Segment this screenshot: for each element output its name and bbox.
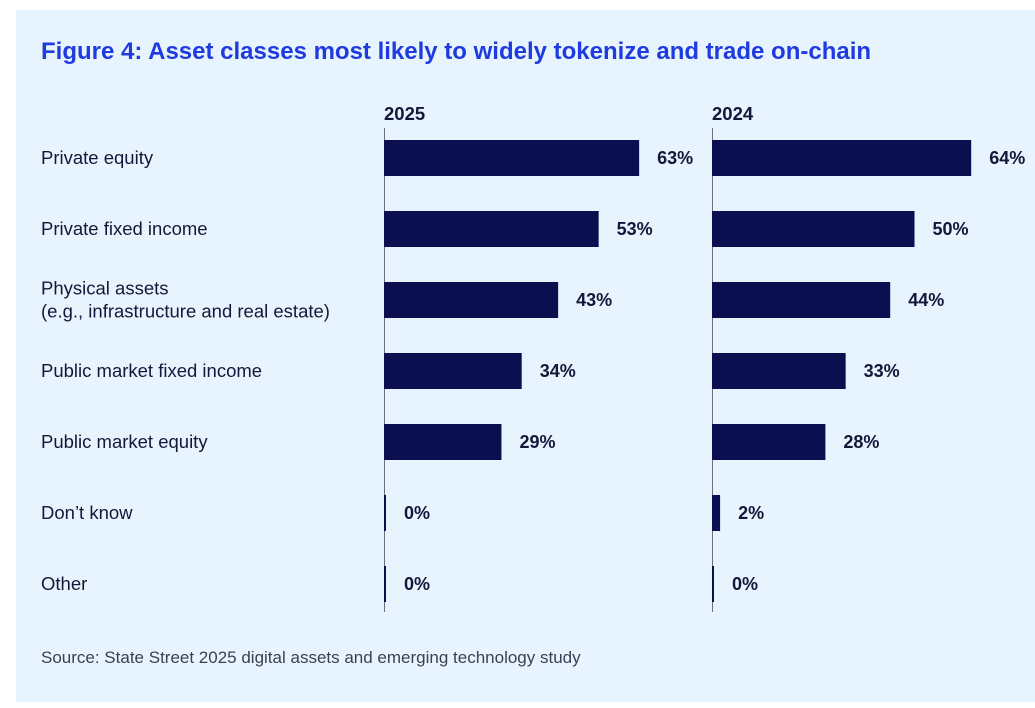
bar-2025 [384,424,502,460]
category-label: Private fixed income [41,218,208,239]
data-label: 44% [908,290,944,310]
data-label: 63% [657,148,693,168]
data-label: 34% [540,361,576,381]
bar-2024 [712,495,721,531]
bar-2024 [712,566,714,602]
data-label: 29% [519,432,555,452]
data-label: 2% [738,503,764,523]
category-label: Private equity [41,147,154,168]
source-note: Source: State Street 2025 digital assets… [41,648,581,667]
category-label: Don’t know [41,502,133,523]
bar-2025 [384,211,599,247]
data-label: 0% [732,574,758,594]
data-label: 28% [843,432,879,452]
bar-2025 [384,282,559,318]
category-label: Public market fixed income [41,360,262,381]
bar-2024 [712,282,891,318]
figure-panel [16,10,1035,702]
data-label: 0% [404,503,430,523]
bar-2024 [712,353,846,389]
bar-2025 [384,353,522,389]
category-label: (e.g., infrastructure and real estate) [41,301,330,322]
data-label: 64% [989,148,1025,168]
bar-2025 [384,140,640,176]
category-label: Physical assets [41,278,169,299]
series-header-2024: 2024 [712,103,754,124]
bar-2024 [712,211,915,247]
data-label: 43% [576,290,612,310]
bar-2024 [712,140,972,176]
category-label: Other [41,573,87,594]
bar-2025 [384,566,386,602]
bar-2025 [384,495,386,531]
figure-title: Figure 4: Asset classes most likely to w… [41,38,872,65]
category-label: Public market equity [41,431,208,452]
series-header-2025: 2025 [384,103,425,124]
data-label: 33% [864,361,900,381]
data-label: 0% [404,574,430,594]
data-label: 50% [933,219,969,239]
bar-2024 [712,424,826,460]
data-label: 53% [617,219,653,239]
